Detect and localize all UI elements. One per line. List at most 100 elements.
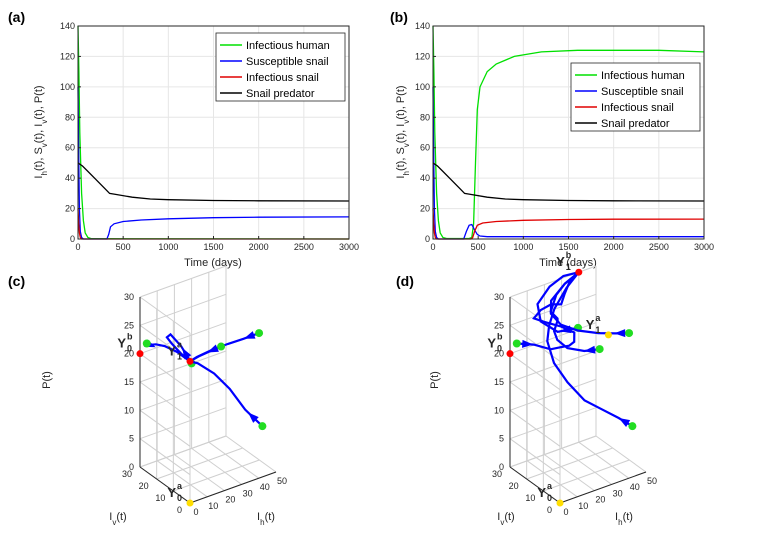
- b-xtick-label: 0: [430, 242, 435, 252]
- d-grid-floor-y: [509, 435, 597, 468]
- d-equilibrium-label: Y: [586, 317, 595, 332]
- c-xtick-label: 40: [260, 482, 270, 492]
- c-ztick-label: 5: [129, 434, 134, 444]
- a-ytick-label: 80: [65, 112, 75, 122]
- d-grid-left-z: [509, 353, 561, 391]
- svg-text:Ih(t): Ih(t): [615, 511, 633, 527]
- a-xtick-label: 2000: [249, 242, 269, 252]
- c-equilibrium-sup: a: [177, 481, 183, 491]
- d-equilibrium-label: Y: [537, 485, 546, 500]
- c-equilibrium-marker: [136, 350, 144, 358]
- d-grid-back-z: [509, 350, 597, 383]
- c-ztick-label: 15: [124, 377, 134, 387]
- d-trajectory-arrow: [522, 339, 534, 348]
- b-xtick-label: 1500: [558, 242, 578, 252]
- c-ztick-label: 20: [124, 349, 134, 359]
- c-grid-floor-y: [139, 435, 227, 468]
- c-grid-back-z: [139, 407, 227, 440]
- a-xtick-label: 3000: [339, 242, 359, 252]
- b-xtick-label: 500: [471, 242, 486, 252]
- d-grid-back-z: [509, 378, 597, 411]
- d-equilibrium-sup: a: [547, 481, 553, 491]
- panel-c-label: (c): [8, 273, 25, 289]
- c-xtick-label: 30: [243, 488, 253, 498]
- d-trajectory-1: [536, 271, 580, 333]
- d-grid-left-z: [509, 409, 561, 447]
- a-ytick-label: 140: [60, 21, 75, 31]
- c-grid-left-z: [139, 296, 191, 334]
- c-grid-back-z: [139, 378, 227, 411]
- d-equilibrium-marker: [556, 499, 564, 507]
- d-equilibrium-marker: [575, 268, 583, 276]
- b-legend-label: Susceptible snail: [601, 86, 684, 98]
- svg-text:Ih(t), Sv(t), Iv(t), P(t): Ih(t), Sv(t), Iv(t), P(t): [33, 85, 49, 178]
- d-grid-floor-x: [578, 441, 630, 479]
- a-ytick-label: 40: [65, 173, 75, 183]
- c-equilibrium-label: Y: [117, 336, 126, 351]
- d-ztick-label: 25: [494, 320, 504, 330]
- d-start-point: [628, 422, 637, 431]
- c-xtick-label: 20: [225, 495, 235, 505]
- b-xtick-label: 2500: [649, 242, 669, 252]
- c-grid-back-z: [139, 293, 227, 326]
- b-ytick-label: 20: [420, 204, 430, 214]
- d-equilibrium-sub: 1: [566, 262, 571, 272]
- c-ztick-label: 25: [124, 320, 134, 330]
- c-trajectory-arrow: [207, 344, 219, 353]
- b-series-susceptible-snail: [432, 86, 704, 240]
- b-legend-label: Infectious snail: [601, 102, 674, 114]
- panel-b-ylabel: Ih(t), Sv(t), Iv(t), P(t): [395, 85, 411, 178]
- b-xtick-label: 1000: [513, 242, 533, 252]
- a-xtick-label: 1000: [158, 242, 178, 252]
- a-series-infectious-human: [77, 25, 350, 240]
- c-ytick-label: 30: [122, 469, 132, 479]
- svg-text:Iv(t): Iv(t): [497, 511, 514, 527]
- c-ztick-label: 10: [124, 405, 134, 415]
- panel-b-label: (b): [390, 9, 408, 25]
- a-ytick-label: 60: [65, 143, 75, 153]
- d-ztick-label: 15: [494, 377, 504, 387]
- panel-b-xlabel: Time (days): [539, 257, 597, 269]
- c-equilibrium-marker: [186, 499, 194, 507]
- d-grid-floor-x: [526, 460, 578, 498]
- d-equilibrium-label: Y: [556, 254, 565, 269]
- d-equilibrium-sup: b: [497, 332, 503, 342]
- d-trajectory-4: [549, 271, 600, 353]
- d-grid-back-z: [509, 265, 597, 298]
- panel-c-zlabel: P(t): [41, 371, 53, 389]
- panel-c-trajectories: [142, 329, 267, 431]
- c-equilibrium-label: Y: [167, 343, 176, 358]
- d-xtick-label: 40: [630, 482, 640, 492]
- d-ztick-label: 30: [494, 292, 504, 302]
- c-ytick-label: 10: [155, 493, 165, 503]
- d-ytick-label: 20: [509, 481, 519, 491]
- c-grid-floor-y: [173, 459, 260, 492]
- c-equilibrium-sup: b: [127, 332, 133, 342]
- b-ytick-label: 40: [420, 173, 430, 183]
- c-start-point: [258, 422, 267, 431]
- d-trajectory-arrow: [618, 417, 631, 428]
- d-grid-back-z: [509, 407, 597, 440]
- d-xtick-label: 30: [613, 488, 623, 498]
- b-xtick-label: 3000: [694, 242, 714, 252]
- panel-b-ticks: 0 500 1000 1500 2000 2500 3000 0 20 40 60 80 100 120 1…: [415, 21, 714, 252]
- d-grid-floor-x: [544, 454, 595, 492]
- c-grid-left-z: [139, 409, 191, 447]
- a-series-snail-predator: [77, 162, 350, 202]
- a-xtick-label: 500: [116, 242, 131, 252]
- c-grid-back-z: [139, 265, 227, 298]
- a-ytick-label: 120: [60, 51, 75, 61]
- d-ytick-label: 10: [525, 493, 535, 503]
- c-ytick-label: 20: [139, 481, 149, 491]
- a-legend-label: Snail predator: [246, 88, 315, 100]
- panel-d-xlabel: Ih(t): [615, 511, 633, 527]
- panel-a-ylabel: Ih(t), Sv(t), Iv(t), P(t): [33, 85, 49, 178]
- c-axis-x: [189, 471, 277, 504]
- a-ytick-label: 100: [60, 82, 75, 92]
